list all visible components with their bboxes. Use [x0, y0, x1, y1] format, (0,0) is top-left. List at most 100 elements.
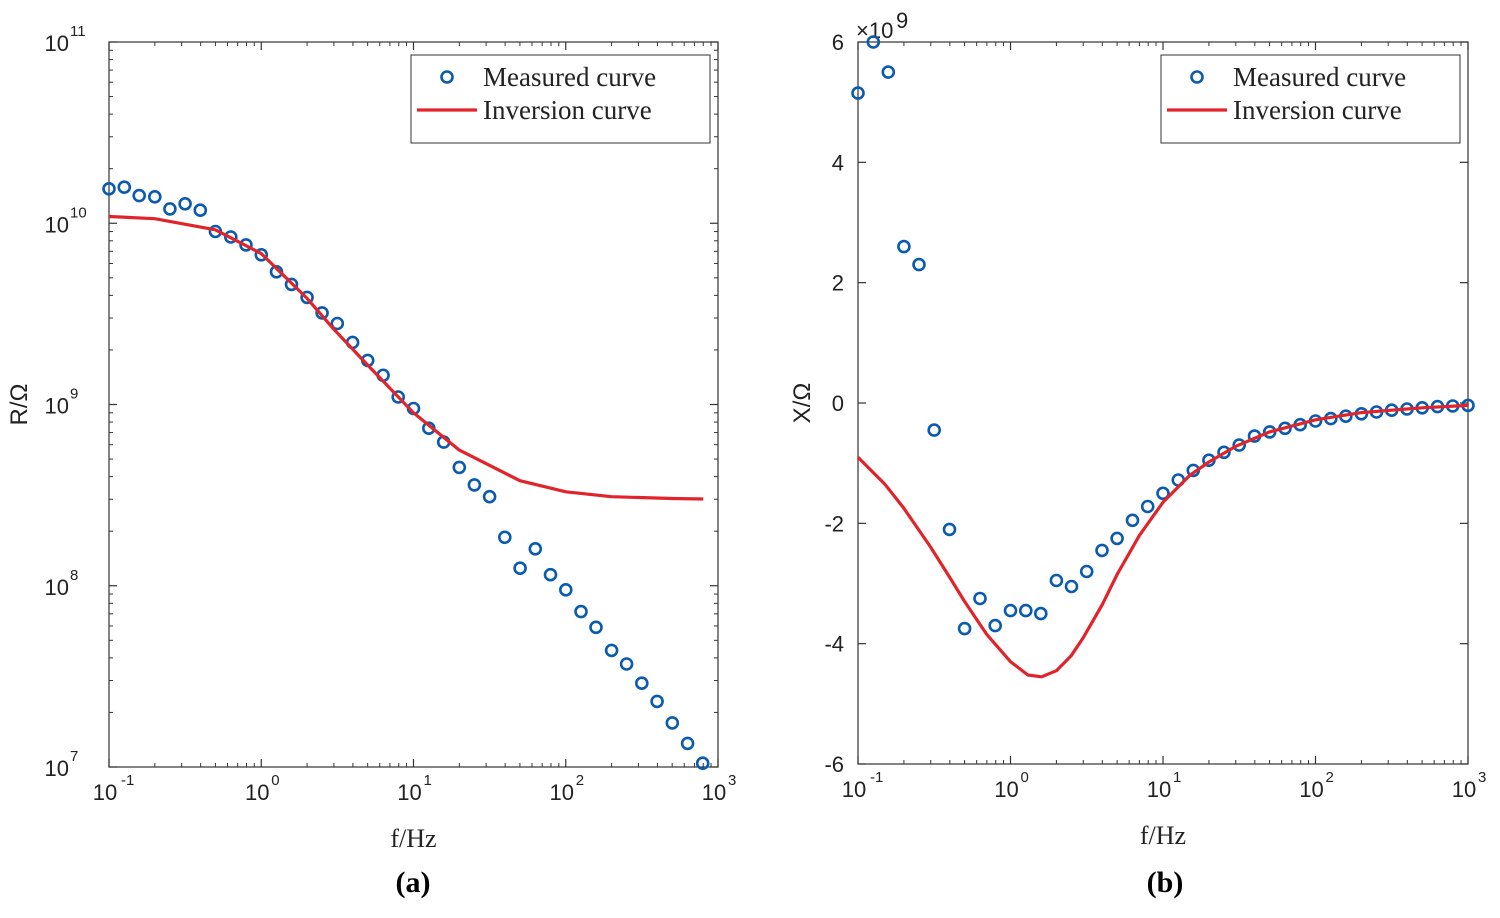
y-tick-label: -4: [824, 632, 844, 657]
measured-point: [1110, 531, 1124, 546]
legend-marker-circle: [440, 70, 454, 84]
measured-point: [634, 676, 649, 691]
y-tick-label: 10: [45, 31, 69, 56]
y-axis-title: R/Ω: [6, 384, 33, 426]
measured-point: [132, 188, 146, 203]
y-tick-exponent: 9: [70, 386, 78, 403]
legend-label: Measured curve: [483, 62, 656, 92]
measured-point: [1156, 486, 1170, 501]
x-tick-label: 10: [1299, 777, 1323, 802]
measured-point: [1034, 606, 1048, 621]
plot-frame: [857, 41, 1469, 765]
measured-point: [239, 238, 253, 252]
y-axis: 6 4 2 0 -2 -4 -6 ×10 9: [824, 8, 1468, 777]
legend-label: Measured curve: [1233, 62, 1406, 92]
x-tick-label: 10: [1452, 777, 1476, 802]
x-tick-exponent: -1: [121, 772, 134, 789]
x-tick-exponent: 2: [1326, 769, 1334, 786]
y-tick-label: 2: [832, 271, 844, 296]
measured-point: [193, 203, 208, 217]
panel-caption: (a): [396, 866, 431, 899]
x-tick-exponent: 3: [1478, 769, 1486, 786]
measured-point: [695, 756, 710, 771]
measured-point: [117, 180, 132, 194]
measured-point: [102, 182, 116, 196]
y-multiplier-exponent: 9: [896, 8, 908, 33]
y-tick-exponent: 10: [70, 204, 87, 221]
measured-point: [543, 567, 558, 582]
x-axis-title: f/Hz: [1140, 821, 1186, 850]
measured-point: [851, 86, 865, 100]
measured-point: [973, 591, 987, 606]
y-tick-label: 6: [832, 30, 844, 55]
measured-point: [1232, 438, 1246, 452]
measured-point: [927, 423, 942, 437]
measured-point: [178, 197, 192, 211]
series-measured: [102, 180, 710, 771]
y-tick-label: 0: [832, 391, 844, 416]
x-tick-exponent: 1: [424, 772, 432, 789]
measured-point: [619, 657, 634, 671]
y-multiplier-base: ×10: [856, 18, 893, 43]
x-tick-label: 10: [93, 780, 117, 805]
measured-point: [988, 618, 1003, 633]
x-axis: 10 -1 10 0 10 1 10 2 10 3: [93, 42, 736, 805]
x-tick-exponent: 3: [728, 772, 736, 789]
measured-point: [254, 248, 269, 262]
y-tick-label: -2: [824, 511, 844, 536]
measured-point: [558, 582, 573, 597]
measured-point: [330, 316, 345, 331]
series-measured: [851, 35, 1475, 636]
legend-label: Inversion curve: [483, 95, 652, 125]
x-axis-title: f/Hz: [390, 824, 436, 853]
x-tick-exponent: 2: [576, 772, 584, 789]
measured-point: [391, 390, 406, 404]
y-tick-label: 10: [45, 212, 69, 237]
measured-point: [1217, 445, 1231, 460]
measured-point: [1125, 513, 1140, 528]
x-tick-exponent: 0: [1021, 769, 1029, 786]
legend-box: [1160, 54, 1461, 144]
measured-point: [1019, 603, 1033, 618]
inversion-curve-line: [856, 403, 1469, 679]
measured-point: [452, 460, 467, 475]
y-tick-label: -6: [824, 752, 844, 777]
measured-point: [1003, 603, 1018, 618]
legend-label: Inversion curve: [1233, 95, 1402, 125]
measured-point: [482, 489, 497, 504]
inversion-curve-line: [108, 214, 704, 501]
x-tick-label: 10: [550, 780, 574, 805]
y-axis-title: X/Ω: [789, 383, 816, 424]
measured-point: [589, 620, 603, 635]
measured-point: [1095, 543, 1109, 558]
y-tick-exponent: 7: [70, 748, 78, 765]
x-tick-label: 10: [994, 777, 1018, 802]
measured-point: [148, 190, 162, 204]
measured-point: [866, 35, 881, 49]
x-tick-label: 10: [245, 780, 269, 805]
y-tick-exponent: 8: [70, 567, 78, 584]
y-tick-label: 10: [45, 394, 69, 419]
measured-point: [942, 522, 957, 537]
measured-point: [680, 736, 695, 751]
measured-point: [284, 277, 299, 292]
panel-caption: (b): [1147, 866, 1184, 899]
measured-point: [315, 306, 329, 320]
measured-point: [957, 621, 972, 636]
measured-point: [1064, 579, 1079, 594]
measured-point: [881, 65, 896, 79]
y-tick-label: 10: [45, 756, 69, 781]
measured-point: [528, 541, 543, 556]
legend-marker-circle: [1190, 70, 1204, 84]
series-inversion: [856, 403, 1469, 679]
x-tick-exponent: -1: [870, 769, 883, 786]
x-tick-label: 10: [842, 777, 866, 802]
legend-box: [410, 54, 711, 144]
x-tick-label: 10: [397, 780, 421, 805]
